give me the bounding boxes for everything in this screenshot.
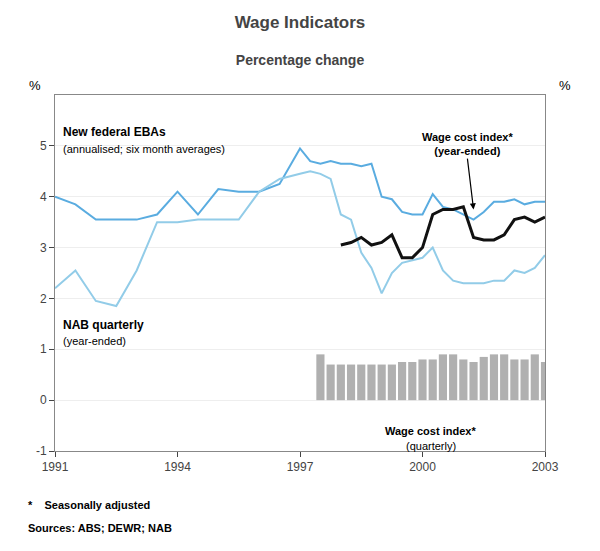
svg-text:Sources: ABS; DEWR; NAB: Sources: ABS; DEWR; NAB: [28, 522, 172, 534]
svg-text:Percentage change: Percentage change: [236, 52, 365, 68]
svg-text:3: 3: [40, 241, 47, 255]
svg-text:1: 1: [40, 342, 47, 356]
svg-text:Wage cost index*: Wage cost index*: [385, 425, 476, 437]
svg-text:1997: 1997: [287, 460, 314, 474]
svg-text:2: 2: [40, 292, 47, 306]
svg-text:-1: -1: [36, 444, 47, 458]
svg-text:(quarterly): (quarterly): [406, 440, 456, 452]
svg-text:New federal EBAs: New federal EBAs: [63, 125, 166, 139]
svg-text:5: 5: [40, 139, 47, 153]
svg-text:1994: 1994: [164, 460, 191, 474]
svg-text:%: %: [29, 78, 41, 93]
svg-text:Wage cost index*(year-ended): Wage cost index*(year-ended): [422, 131, 513, 157]
svg-text:Wage Indicators: Wage Indicators: [235, 13, 366, 32]
svg-text:1991: 1991: [42, 460, 69, 474]
svg-text:0: 0: [40, 393, 47, 407]
svg-text:4: 4: [40, 190, 47, 204]
svg-text:* Seasonally adjusted: * Seasonally adjusted: [28, 499, 150, 511]
svg-text:(annualised; six month average: (annualised; six month averages): [63, 143, 225, 155]
svg-text:2003: 2003: [532, 460, 559, 474]
svg-text:%: %: [559, 78, 571, 93]
svg-text:2000: 2000: [409, 460, 436, 474]
svg-text:NAB quarterly: NAB quarterly: [63, 318, 144, 332]
svg-text:(year-ended): (year-ended): [63, 335, 126, 347]
